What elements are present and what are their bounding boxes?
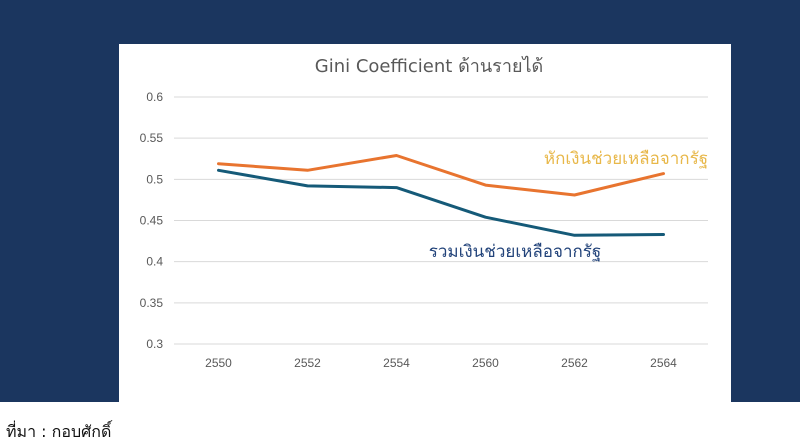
chart-title: Gini Coefficient ด้านรายได้ (315, 55, 543, 77)
line-chart: Gini Coefficient ด้านรายได้ 0.3 0.35 0.4 0.… (140, 55, 708, 370)
y-tick-label: 0.4 (146, 255, 163, 269)
y-tick-label: 0.3 (146, 337, 163, 351)
y-tick-label: 0.5 (146, 172, 163, 186)
chart-panel: Gini Coefficient ด้านรายได้ 0.3 0.35 0.4 0.… (119, 44, 731, 402)
x-tick-label: 2554 (383, 356, 410, 370)
series-line-1 (217, 154, 665, 197)
y-tick-label: 0.35 (140, 296, 164, 310)
x-tick-label: 2562 (561, 356, 588, 370)
x-tick-label: 2564 (650, 356, 677, 370)
bottom-strip (0, 402, 800, 447)
y-tick-label: 0.6 (146, 90, 163, 104)
y-tick-label: 0.55 (140, 131, 164, 145)
y-tick-label: 0.45 (140, 214, 164, 228)
series-label-2: รวมเงินช่วยเหลือจากรัฐ (429, 242, 602, 262)
source-caption: ที่มา : กอบศักดิ์ (6, 422, 112, 441)
x-tick-label: 2550 (205, 356, 232, 370)
series-label-1: หักเงินช่วยเหลือจากรัฐ (544, 149, 708, 169)
x-tick-label: 2560 (472, 356, 499, 370)
series-line-2 (217, 168, 665, 237)
x-tick-label: 2552 (294, 356, 321, 370)
